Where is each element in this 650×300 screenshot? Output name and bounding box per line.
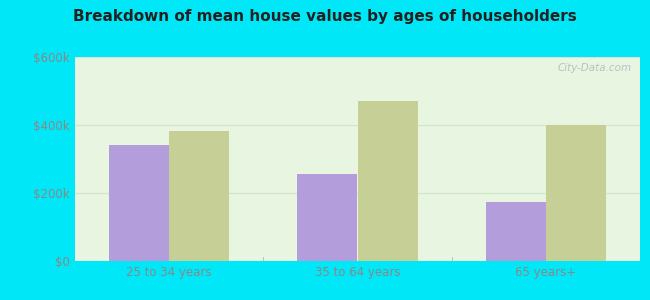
Bar xyxy=(169,131,229,261)
Bar xyxy=(546,125,606,261)
Bar xyxy=(297,174,358,261)
Bar xyxy=(358,100,418,261)
Bar xyxy=(109,146,169,261)
Text: City-Data.com: City-Data.com xyxy=(558,63,632,73)
Text: Breakdown of mean house values by ages of householders: Breakdown of mean house values by ages o… xyxy=(73,9,577,24)
Bar xyxy=(486,202,546,261)
